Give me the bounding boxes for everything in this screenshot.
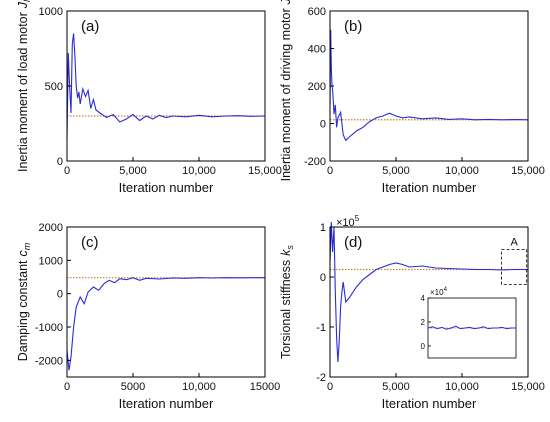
- plot-frame: [66, 226, 266, 378]
- panel-1: 0 5,000 10,000 15,000 0 500 1000 Iteration numb…: [16, 0, 282, 195]
- panel-label: (a): [81, 18, 99, 35]
- inset-series-line: [427, 325, 516, 330]
- series-line: [329, 29, 529, 142]
- y-axis-label-text: Torsional stiffness: [279, 260, 293, 359]
- x-tick-label: 5,000: [382, 165, 410, 177]
- zoom-region-label: A: [510, 237, 518, 249]
- inset-scale-factor-exponent: 4: [444, 287, 448, 293]
- inset-y-tick-label: 2: [421, 318, 426, 327]
- inset-scale-factor-base: ×10: [430, 288, 444, 297]
- x-tick-label: 5000: [121, 381, 145, 393]
- y-tick-label: 1000: [39, 6, 63, 18]
- y-tick-label: 400: [308, 44, 326, 56]
- scale-factor-exponent: 5: [355, 214, 360, 223]
- y-tick-label: -1000: [35, 322, 63, 334]
- y-axis-label-text: Inertia moment of load motor: [16, 12, 30, 172]
- x-tick-label: 10,000: [182, 165, 216, 177]
- y-tick-label: 0: [320, 119, 326, 131]
- y-axis-symbol: J: [279, 0, 293, 5]
- zoom-region-box: [501, 249, 528, 285]
- x-tick-label: 10,000: [445, 165, 479, 177]
- y-axis-label: Inertia moment of driving motorJm: [279, 0, 295, 181]
- y-axis-label-text: Damping constant: [16, 260, 30, 361]
- inset-scale-factor: ×104: [430, 287, 448, 297]
- y-tick-label: -200: [304, 156, 326, 168]
- y-tick-label: 0: [57, 289, 63, 301]
- panel-2: 0 5,000 10,000 15,000-2000200400600Iteratio…: [279, 0, 545, 195]
- y-axis-label-text: Inertia moment of driving motor: [279, 8, 293, 181]
- x-axis-label: Iteration number: [119, 180, 214, 195]
- y-axis-symbol-subscript: l: [22, 0, 32, 2]
- y-tick-label: 0: [320, 272, 326, 284]
- y-tick-label: 500: [45, 81, 63, 93]
- x-tick-label: 0: [64, 381, 70, 393]
- y-tick-label: 2000: [39, 222, 63, 234]
- x-axis-label: Iteration number: [382, 396, 477, 411]
- series-line: [329, 221, 528, 363]
- y-axis-symbol-subscript: m: [22, 242, 32, 250]
- inset-y-tick-label: 4: [421, 294, 426, 303]
- panel-3: 0 5000 10,000 15000 -2000 -1000 0 1000 2000 Itera…: [16, 222, 280, 411]
- series-line: [66, 33, 266, 139]
- x-tick-label: 0: [327, 165, 333, 177]
- x-tick-label: 0: [327, 381, 333, 393]
- panel-label: (b): [344, 18, 362, 35]
- y-axis-symbol: J: [16, 1, 30, 9]
- y-tick-label: 600: [308, 6, 326, 18]
- x-tick-label: 10,000: [445, 381, 479, 393]
- scale-factor-base: ×10: [336, 217, 355, 229]
- x-tick-label: 5,000: [382, 381, 410, 393]
- x-tick-label: 5,000: [119, 165, 147, 177]
- inset-y-tick-label: 0: [421, 342, 426, 351]
- x-tick-label: 15,000: [511, 381, 545, 393]
- y-axis-label: Damping constant cm: [16, 242, 32, 361]
- y-tick-label: 1000: [39, 255, 63, 267]
- y-axis-label: Torsional stiffness ks: [279, 245, 295, 359]
- panel-4: 0 5,000 10,000 15,000 -2 -1 0 1 Iteration number…: [279, 214, 545, 411]
- panel-label: (d): [344, 234, 362, 251]
- y-tick-label: 200: [308, 81, 326, 93]
- x-tick-label: 0: [64, 165, 70, 177]
- y-axis-symbol-subscript: s: [285, 245, 295, 250]
- panel-label: (c): [81, 234, 99, 251]
- x-tick-label: 15,000: [248, 165, 282, 177]
- y-tick-label: 0: [57, 156, 63, 168]
- scale-factor: ×105: [336, 214, 360, 229]
- y-tick-label: -2000: [35, 355, 63, 367]
- y-axis-symbol: c: [16, 249, 30, 256]
- x-axis-label: Iteration number: [382, 180, 477, 195]
- y-axis-label: Inertia moment of load motor Jl: [16, 0, 32, 172]
- series-line: [66, 277, 265, 371]
- x-tick-label: 15,000: [511, 165, 545, 177]
- plot-frame: [329, 226, 529, 378]
- y-tick-label: 1: [320, 222, 326, 234]
- x-tick-label: 15000: [250, 381, 281, 393]
- inset-plot: 024×104: [421, 287, 517, 359]
- y-axis-symbol: k: [279, 249, 293, 256]
- x-axis-label: Iteration number: [119, 396, 214, 411]
- x-tick-label: 10,000: [182, 381, 216, 393]
- y-tick-label: -1: [316, 322, 326, 334]
- y-tick-label: -2: [316, 372, 326, 384]
